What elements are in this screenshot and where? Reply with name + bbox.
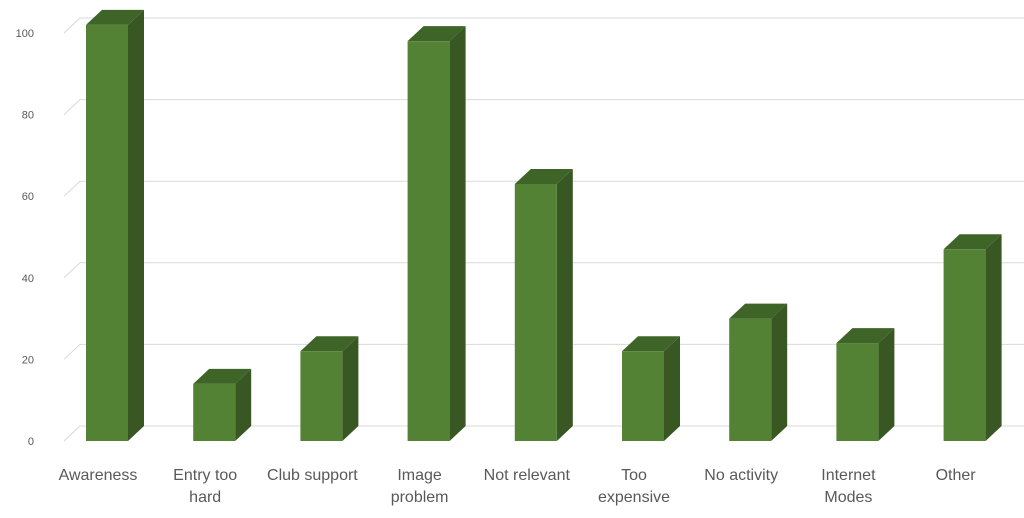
gridline-100 xyxy=(63,17,1024,34)
bar-top xyxy=(193,368,252,384)
bar-too-expensive xyxy=(622,336,680,441)
bar-side xyxy=(878,328,895,441)
bar-top xyxy=(729,303,788,319)
bar-front xyxy=(729,318,772,441)
bar-side xyxy=(664,336,680,441)
bar-top xyxy=(86,9,144,25)
gridline-40 xyxy=(63,262,1024,279)
bar-top xyxy=(836,328,895,344)
x-label-awareness: Awareness xyxy=(59,467,138,484)
gridline-80 xyxy=(63,99,1024,115)
bar-side xyxy=(128,9,144,442)
bar-front xyxy=(943,249,986,441)
bar-front xyxy=(193,383,236,441)
x-label-image-problem: Image problem xyxy=(391,467,449,506)
gridlines xyxy=(63,17,1024,442)
x-axis-labels: Awareness Entry too hard Club support Image p… xyxy=(59,467,977,506)
x-label-no-activity: No activity xyxy=(704,467,778,484)
y-tick-label: 20 xyxy=(22,354,34,366)
bar-front xyxy=(86,24,128,442)
gridline-20 xyxy=(63,343,1024,360)
bar-top xyxy=(943,234,1002,250)
y-tick-label: 100 xyxy=(16,28,34,40)
bar-side xyxy=(342,336,359,441)
bars xyxy=(86,9,1002,442)
bar-other xyxy=(943,234,1002,441)
bar-top xyxy=(300,336,359,352)
bar-top xyxy=(407,26,466,42)
y-tick-label: 40 xyxy=(22,273,34,285)
bar-side xyxy=(556,168,573,441)
bar-top xyxy=(514,168,573,184)
bar-side xyxy=(449,26,466,441)
y-tick-label: 0 xyxy=(28,436,34,448)
x-label-internet-modes: Internet Modes xyxy=(821,467,876,506)
x-label-too-expensive: Too expensive xyxy=(598,467,670,506)
bar-side xyxy=(771,303,788,441)
x-label-club-support: Club support xyxy=(267,467,358,484)
x-label-entry-too-hard: Entry too hard xyxy=(173,467,237,506)
x-label-other: Other xyxy=(936,467,977,484)
bar-image-problem xyxy=(407,26,466,441)
y-tick-label: 80 xyxy=(22,110,34,122)
y-tick-label: 60 xyxy=(22,191,34,203)
bar-not-relevant xyxy=(514,168,573,441)
bar-club-support xyxy=(300,336,359,441)
bar-front xyxy=(836,343,879,441)
bar-side xyxy=(235,368,252,441)
y-axis-ticks: 0 20 40 60 80 100 xyxy=(16,28,34,448)
bar-front xyxy=(514,183,557,441)
bar-front xyxy=(407,41,450,441)
gridline-0 xyxy=(63,425,1024,442)
bar-no-activity xyxy=(729,303,788,441)
bar-front xyxy=(300,351,343,441)
bar-entry-too-hard xyxy=(193,368,252,441)
bar-awareness xyxy=(86,9,144,442)
bar-top xyxy=(622,336,680,352)
gridline-60 xyxy=(63,180,1024,197)
bar-side xyxy=(985,234,1002,441)
x-label-not-relevant: Not relevant xyxy=(484,467,571,484)
bar-front xyxy=(622,351,664,441)
bar-internet-modes xyxy=(836,328,895,441)
